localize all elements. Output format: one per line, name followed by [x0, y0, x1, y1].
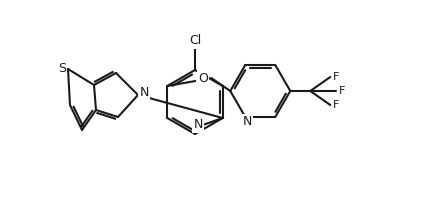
Text: N: N — [139, 87, 148, 100]
Text: F: F — [332, 100, 339, 110]
Text: F: F — [332, 72, 339, 82]
Text: F: F — [338, 86, 345, 96]
Text: S: S — [58, 63, 66, 76]
Text: Cl: Cl — [188, 34, 201, 47]
Text: N: N — [242, 116, 251, 129]
Text: N: N — [193, 118, 202, 131]
Text: O: O — [198, 71, 208, 84]
